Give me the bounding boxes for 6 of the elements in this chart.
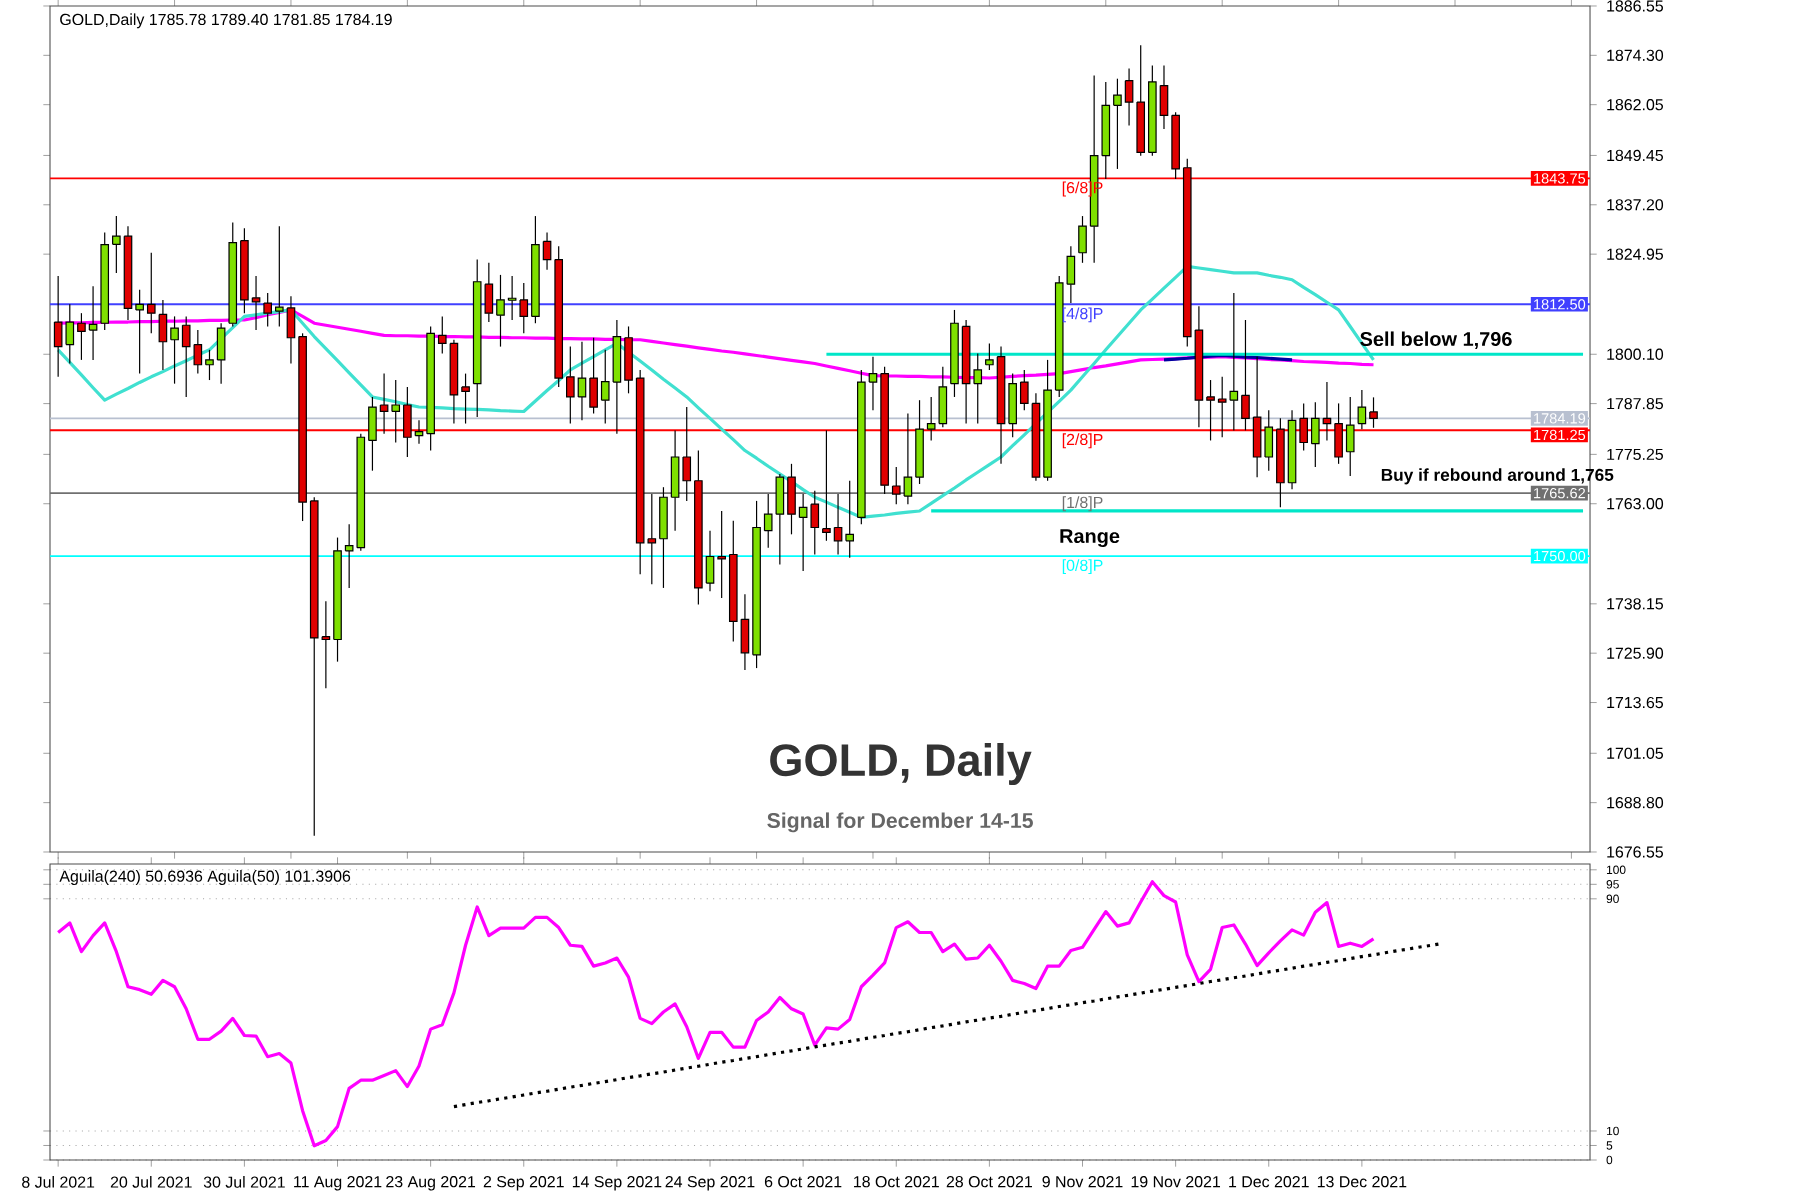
text: GOLD, Daily: [770, 742, 1032, 786]
line-series: [452, 941, 1445, 1109]
annotation: Range: [1060, 529, 1120, 548]
annotation: Buy if rebound around 1,765: [1381, 468, 1614, 485]
annotation: Sell below 1,796: [1360, 331, 1512, 349]
text: Signal for December 14-15: [767, 812, 1033, 833]
